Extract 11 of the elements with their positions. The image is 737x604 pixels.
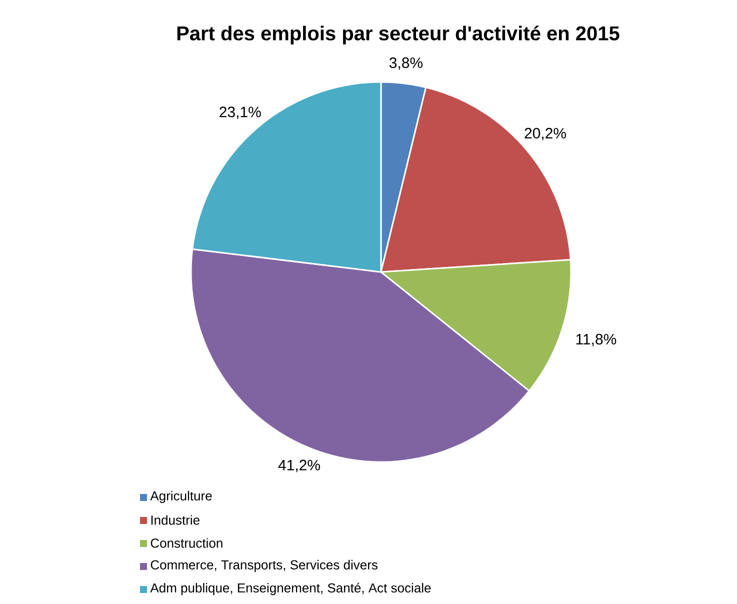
chart-title: Part des emplois par secteur d'activité en 2015 bbox=[177, 26, 620, 44]
legend-label: Commerce, Transports, Services divers bbox=[150, 560, 378, 572]
data-label: 23,1% bbox=[220, 106, 261, 120]
data-label: 20,2% bbox=[524, 128, 566, 140]
data-label: 3,8% bbox=[389, 57, 423, 70]
legend-label: Agriculture bbox=[150, 490, 212, 504]
legend-label: Construction bbox=[150, 538, 222, 548]
data-label: 11,8% bbox=[576, 334, 616, 346]
data-label: 41,2% bbox=[278, 460, 320, 472]
legend-label: Adm publique, Enseignement, Santé, Act sociale bbox=[150, 582, 431, 596]
legend-label: Industrie bbox=[151, 515, 200, 525]
